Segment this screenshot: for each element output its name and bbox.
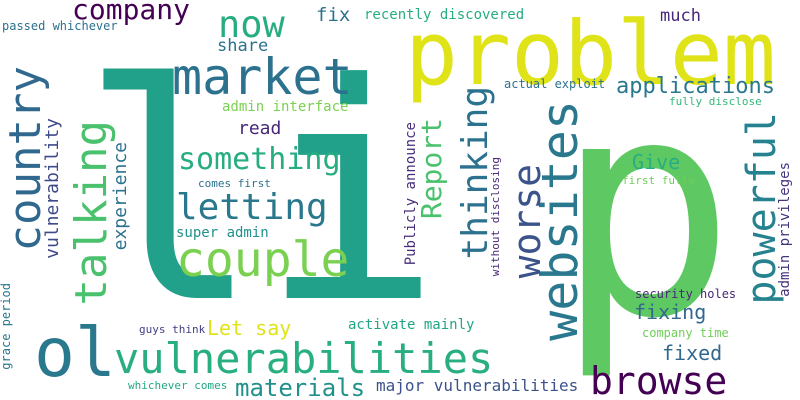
- word-company-time: company time: [642, 327, 729, 339]
- word-comes-first: comes first: [198, 178, 271, 189]
- word-much: much: [660, 8, 701, 25]
- word-actual-exploit: actual exploit: [504, 78, 605, 90]
- word-grace-period: grace period: [0, 283, 12, 370]
- word-report: Report: [418, 118, 446, 219]
- word-super-admin: super admin: [176, 226, 269, 240]
- word-read: read: [238, 120, 281, 138]
- word-ol: ol: [34, 320, 116, 388]
- word-fixing: fixing: [634, 302, 706, 322]
- word-passed-whichever: passed whichever: [2, 20, 118, 32]
- word-fully-disclose: fully disclose: [669, 96, 762, 107]
- word-admin-interface: admin interface: [222, 100, 348, 114]
- word-letting: letting: [176, 190, 328, 226]
- word-whichever-comes: whichever comes: [128, 380, 227, 391]
- word-vulnerability: vulnerability: [44, 118, 62, 259]
- word-worse: worse: [508, 164, 546, 278]
- word-fix: fix: [316, 6, 350, 25]
- word-talking: talking: [70, 120, 114, 305]
- word-publicly-announce: Publicly announce: [404, 122, 418, 265]
- word-first-fully: first fully: [622, 175, 695, 186]
- word-without-disclosing: without disclosing: [490, 157, 501, 276]
- word-give: Give: [632, 152, 680, 172]
- word-something: something: [178, 145, 341, 175]
- word-materials: materials: [235, 376, 365, 400]
- word-share: share: [217, 38, 268, 55]
- word-browse: browse: [590, 362, 727, 400]
- word-recently-discovered: recently discovered: [364, 8, 524, 22]
- word-experience: experience: [112, 142, 130, 250]
- word-activate-mainly: activate mainly: [348, 318, 474, 332]
- word-security-holes: security holes: [635, 288, 736, 300]
- word-admin-privileges: admin privileges: [778, 162, 792, 297]
- word-market: market: [172, 52, 353, 102]
- word-major-vulnerabilities: major vulnerabilities: [376, 378, 578, 394]
- word-powerful: powerful: [742, 112, 782, 305]
- word-couple: couple: [176, 236, 349, 284]
